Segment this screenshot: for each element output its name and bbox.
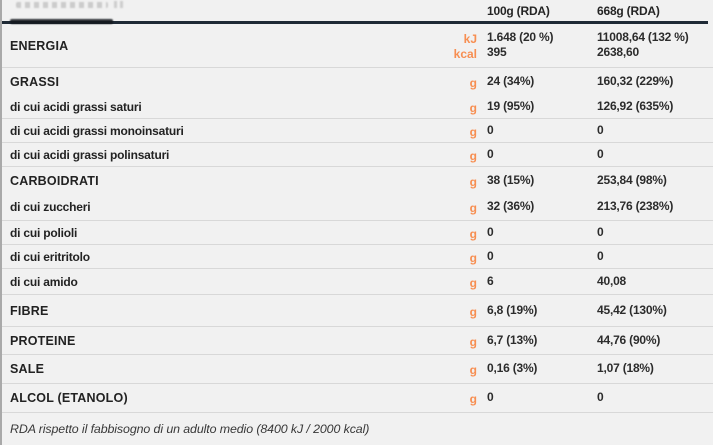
value-per-100g: 0,16 (3%) [487, 361, 538, 375]
value-per-100g: 1.648 (20 %) 395 [487, 29, 554, 59]
unit-label: g [469, 334, 477, 349]
nutrient-row: di cui amido g 6 40,08 [2, 269, 713, 295]
unit-label: g [469, 226, 477, 241]
value-per-100g: 6 [487, 273, 494, 288]
value-per-668g: 44,76 (90%) [597, 332, 661, 347]
unit-label: g [469, 392, 477, 406]
value-per-100g: 0 [487, 248, 494, 263]
value-per-668g: 1,07 (18%) [597, 361, 654, 375]
value-per-100g: 0 [487, 146, 494, 161]
value-per-668g: 40,08 [597, 273, 627, 288]
nutrient-row: FIBRE g 6,8 (19%) 45,42 (130%) [2, 295, 713, 327]
nutrient-label: GRASSI [10, 74, 60, 89]
nutrient-row: di cui eritritolo g 0 0 [2, 245, 713, 269]
nutrient-row: CARBOIDRATI g 38 (15%) 253,84 (98%) [2, 167, 713, 194]
unit-label: g [469, 148, 477, 163]
unit-label: g [469, 304, 477, 319]
value-per-668g: 0 [597, 248, 604, 263]
nutrient-row: di cui acidi grassi polinsaturi g 0 0 [2, 143, 713, 167]
nutrient-row: di cui zuccheri g 32 (36%) 213,76 (238%) [2, 194, 713, 221]
value-per-100g: 0 [487, 224, 494, 239]
cropped-ghost-text [16, 2, 108, 8]
footer-note: RDA rispetto il fabbisogno di un adulto … [10, 422, 370, 436]
nutrient-label: FIBRE [10, 303, 49, 318]
nutrient-row: di cui acidi grassi monoinsaturi g 0 0 [2, 119, 713, 143]
unit-label: g [469, 363, 477, 377]
nutrient-row: di cui acidi grassi saturi g 19 (95%) 12… [2, 95, 713, 119]
nutrient-label: SALE [10, 362, 45, 376]
table-header: 100g (RDA) 668g (RDA) [2, 0, 713, 21]
column-header-668g: 668g (RDA) [597, 3, 660, 18]
value-per-668g: 0 [597, 146, 604, 161]
value-per-668g: 213,76 (238%) [597, 199, 674, 213]
value-per-100g: 0 [487, 390, 494, 404]
nutrient-label: di cui eritritolo [10, 249, 90, 264]
unit-label: g [469, 174, 477, 189]
nutrient-row: PROTEINE g 6,7 (13%) 44,76 (90%) [2, 327, 713, 355]
value-per-668g: 253,84 (98%) [597, 172, 667, 187]
nutrient-label: ALCOL (ETANOLO) [10, 391, 128, 405]
value-per-668g: 126,92 (635%) [597, 98, 674, 113]
nutrient-label: CARBOIDRATI [10, 173, 99, 188]
value-per-100g: 6,8 (19%) [487, 302, 538, 317]
nutrient-label: di cui amido [10, 274, 78, 289]
table-body: ENERGIA kJ kcal 1.648 (20 %) 395 11008,64 … [2, 24, 713, 413]
header-divider-line [2, 21, 708, 24]
nutrient-label: di cui zuccheri [10, 200, 91, 214]
ink-smudge-artifact [10, 19, 113, 24]
nutrient-label: di cui polioli [10, 225, 78, 240]
nutrient-label: di cui acidi grassi polinsaturi [10, 147, 170, 162]
unit-label: g [469, 124, 477, 139]
value-per-668g: 160,32 (229%) [597, 73, 674, 88]
unit-label: g [469, 75, 477, 90]
value-per-668g: 11008,64 (132 %) 2638,60 [597, 29, 689, 59]
value-per-668g: 0 [597, 390, 604, 404]
value-per-100g: 0 [487, 122, 494, 137]
value-per-100g: 32 (36%) [487, 199, 535, 213]
value-per-668g: 0 [597, 224, 604, 239]
nutrient-row: ALCOL (ETANOLO) g 0 0 [2, 384, 713, 413]
nutrient-label: di cui acidi grassi saturi [10, 99, 142, 114]
cropped-ghost-mark [114, 1, 126, 8]
column-header-100g: 100g (RDA) [487, 3, 550, 18]
value-per-668g: 0 [597, 122, 604, 137]
unit-label: g [469, 275, 477, 290]
unit-label: kJ kcal [453, 31, 477, 61]
value-per-100g: 24 (34%) [487, 73, 535, 88]
nutrient-row: di cui polioli g 0 0 [2, 221, 713, 245]
unit-label: g [469, 201, 477, 215]
nutrient-label: PROTEINE [10, 333, 76, 348]
value-per-100g: 19 (95%) [487, 98, 535, 113]
unit-label: g [469, 100, 477, 115]
nutrient-row: GRASSI g 24 (34%) 160,32 (229%) [2, 68, 713, 95]
value-per-100g: 38 (15%) [487, 172, 535, 187]
value-per-100g: 6,7 (13%) [487, 332, 538, 347]
value-per-668g: 45,42 (130%) [597, 302, 667, 317]
nutrient-row: SALE g 0,16 (3%) 1,07 (18%) [2, 355, 713, 384]
nutrient-label: ENERGIA [10, 38, 69, 53]
nutrient-row: ENERGIA kJ kcal 1.648 (20 %) 395 11008,64 … [2, 24, 713, 68]
unit-label: g [469, 250, 477, 265]
nutrient-label: di cui acidi grassi monoinsaturi [10, 123, 184, 138]
